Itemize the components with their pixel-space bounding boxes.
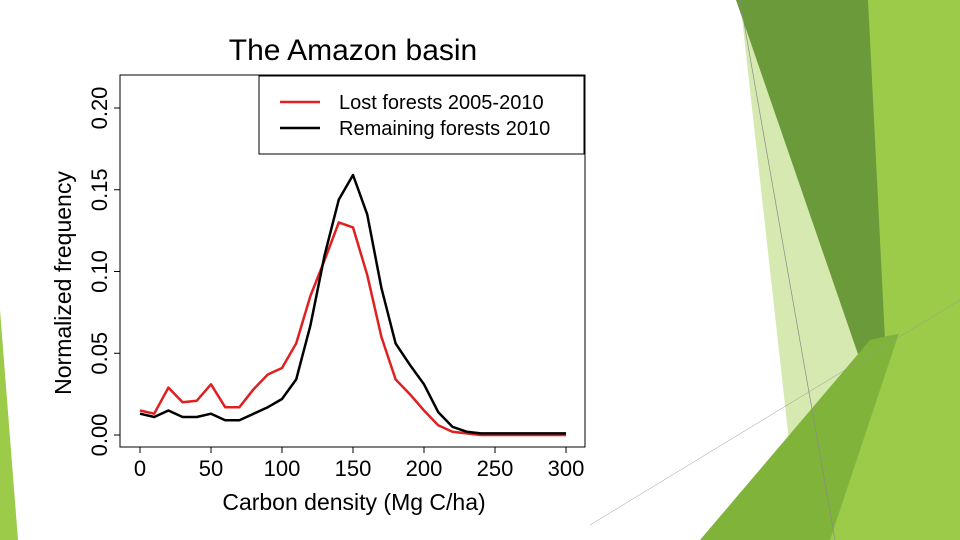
legend-label-lost: Lost forests 2005-2010 (339, 92, 544, 114)
x-tick-label: 100 (264, 456, 301, 481)
x-tick-label: 150 (335, 456, 372, 481)
legend-box (258, 75, 585, 155)
y-tick-label: 0.00 (87, 414, 112, 457)
x-axis-label: Carbon density (Mg C/ha) (222, 489, 485, 515)
decor-thin-line-2 (589, 299, 960, 526)
decor-thin-line (739, 0, 836, 540)
y-tick-label: 0.20 (87, 87, 112, 130)
y-tick-label: 0.05 (87, 332, 112, 375)
series-line-remaining-forests (139, 173, 566, 435)
y-axis-label: Normalized frequency (50, 171, 76, 395)
x-tick-label: 0 (134, 456, 146, 481)
series-layer (139, 173, 566, 437)
x-tick-label: 300 (548, 456, 585, 481)
x-tick-label: 50 (199, 456, 223, 481)
y-tick-label: 0.10 (87, 250, 112, 293)
chart-svg: The Amazon basin Normalized frequency Ca… (50, 34, 586, 515)
legend-label-remaining: Remaining forests 2010 (339, 118, 550, 140)
x-tick-label: 200 (406, 456, 443, 481)
y-tick-label: 0.15 (87, 168, 112, 211)
series-line-lost-forests (139, 221, 566, 437)
y-axis: 0.00 0.05 0.10 0.15 0.20 (87, 87, 120, 457)
x-tick-label: 250 (477, 456, 514, 481)
right-dark-facet (736, 0, 888, 400)
legend: Lost forests 2005-2010 Remaining forests… (258, 75, 585, 155)
right-light-facet-lower (830, 250, 960, 540)
chart-title: The Amazon basin (229, 34, 477, 67)
chart-figure: The Amazon basin Normalized frequency Ca… (44, 20, 589, 520)
x-axis: 0 50 100 150 200 250 300 (134, 446, 585, 481)
left-accent-shape (0, 310, 18, 540)
